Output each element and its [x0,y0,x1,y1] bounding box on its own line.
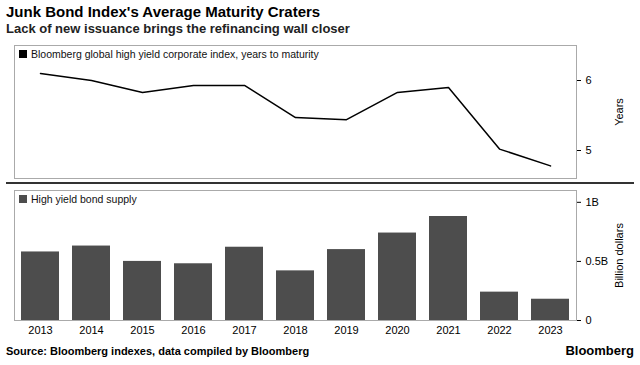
svg-text:0: 0 [586,314,592,326]
svg-text:2021: 2021 [436,324,460,336]
html-text:Bloomberg global high yield co: Bloomberg global high yield corporate in… [31,48,319,60]
svg-text:2023: 2023 [538,324,562,336]
svg-text:2020: 2020 [385,324,409,336]
svg-text:2022: 2022 [487,324,511,336]
svg-text:2019: 2019 [334,324,358,336]
svg-text:Years: Years [613,98,625,126]
svg-text:2013: 2013 [28,324,52,336]
html-text:Source: Bloomberg indexes, dat: Source: Bloomberg indexes, data compiled… [6,345,310,357]
svg-text:6: 6 [586,74,592,86]
html-text:High yield bond supply: High yield bond supply [31,193,137,205]
html-text:Junk Bond Index's Average Matu: Junk Bond Index's Average Maturity Crate… [6,3,321,20]
svg-text:2015: 2015 [130,324,154,336]
html-text:Bloomberg: Bloomberg [565,343,634,358]
svg-text:Billion dollars: Billion dollars [613,223,625,288]
svg-text:2018: 2018 [283,324,307,336]
svg-text:2017: 2017 [232,324,256,336]
svg-text:2014: 2014 [79,324,103,336]
html-text:Lack of new issuance brings th: Lack of new issuance brings the refinanc… [6,21,350,36]
svg-text:2016: 2016 [181,324,205,336]
svg-text:0.5B: 0.5B [586,255,609,267]
svg-text:5: 5 [586,144,592,156]
svg-text:1B: 1B [586,196,599,208]
